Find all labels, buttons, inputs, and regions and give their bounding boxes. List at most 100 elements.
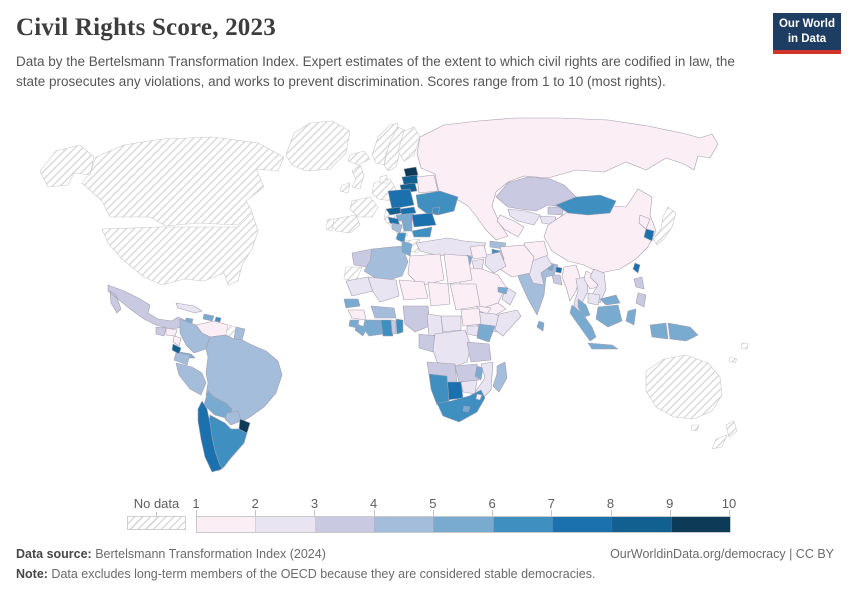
country-estonia[interactable] bbox=[403, 166, 419, 178]
country-nigeria[interactable] bbox=[402, 305, 431, 333]
country-portugal[interactable] bbox=[325, 218, 335, 232]
country-c-te-d-ivoire[interactable] bbox=[362, 319, 384, 337]
country-lesotho[interactable] bbox=[462, 405, 471, 413]
country-costa-rica[interactable] bbox=[171, 343, 182, 355]
country-taiwan[interactable] bbox=[632, 262, 641, 274]
country-niger[interactable] bbox=[398, 279, 429, 301]
legend-no-data[interactable]: No data bbox=[127, 496, 186, 530]
owid-logo[interactable]: Our World in Data bbox=[773, 13, 841, 54]
country-bulgaria[interactable] bbox=[411, 226, 433, 238]
legend-bin-6-7[interactable] bbox=[493, 517, 553, 532]
country-ireland[interactable] bbox=[339, 182, 351, 194]
country-trinidad-and-tobago[interactable] bbox=[214, 316, 222, 323]
country-dominican-republic[interactable] bbox=[202, 313, 215, 322]
country-brazil[interactable] bbox=[205, 334, 283, 424]
country-serbia[interactable] bbox=[401, 220, 413, 232]
footer-link[interactable]: OurWorldinData.org/democracy | CC BY bbox=[610, 547, 834, 561]
country-eswatini[interactable] bbox=[475, 393, 483, 401]
country-nicaragua[interactable] bbox=[172, 335, 182, 347]
country-namibia[interactable] bbox=[428, 373, 450, 406]
legend-bin-9-10[interactable] bbox=[671, 517, 730, 532]
country-bangladesh[interactable] bbox=[551, 274, 563, 286]
country-malawi[interactable] bbox=[474, 365, 484, 381]
legend-bin-5-6[interactable] bbox=[434, 517, 494, 532]
country-cambodia[interactable] bbox=[587, 292, 601, 306]
country-egypt[interactable] bbox=[443, 253, 473, 285]
legend-bin-1-2[interactable] bbox=[197, 517, 257, 532]
country-central-african-republic[interactable] bbox=[440, 315, 462, 333]
country-myanmar[interactable] bbox=[561, 264, 581, 302]
legend-no-data-swatch[interactable] bbox=[127, 516, 186, 530]
country-iraq[interactable] bbox=[484, 251, 507, 274]
country-paraguay[interactable] bbox=[224, 410, 242, 426]
country-sri-lanka[interactable] bbox=[536, 320, 545, 332]
country-peru[interactable] bbox=[175, 362, 207, 396]
country-indonesia[interactable] bbox=[569, 304, 669, 350]
country-mongolia[interactable] bbox=[555, 194, 617, 216]
country-united-arab-emirates[interactable] bbox=[497, 286, 509, 295]
country-south-africa[interactable] bbox=[436, 389, 486, 423]
country-jordan[interactable] bbox=[471, 258, 485, 270]
country-iceland[interactable] bbox=[347, 150, 371, 166]
country-russia[interactable] bbox=[416, 117, 719, 241]
country-greenland[interactable] bbox=[285, 120, 351, 172]
country-chad[interactable] bbox=[427, 281, 451, 307]
country-guatemala[interactable] bbox=[155, 326, 167, 337]
country-moldova[interactable] bbox=[431, 206, 441, 216]
country-spain[interactable] bbox=[329, 214, 361, 234]
country-zambia[interactable] bbox=[454, 363, 480, 383]
country-hungary[interactable] bbox=[395, 212, 415, 222]
country-ecuador[interactable] bbox=[173, 352, 191, 366]
country-burkina-faso[interactable] bbox=[370, 305, 397, 319]
country-somalia[interactable] bbox=[494, 309, 522, 337]
country-philippines[interactable] bbox=[633, 276, 647, 308]
country-bosnia-and-herzegovina[interactable] bbox=[391, 222, 403, 234]
country-honduras[interactable] bbox=[165, 327, 178, 337]
country-papua-new-guinea[interactable] bbox=[667, 322, 699, 342]
legend-bin-7-8[interactable] bbox=[552, 517, 613, 532]
country-south-sudan[interactable] bbox=[460, 307, 482, 327]
country-turkmenistan[interactable] bbox=[496, 214, 525, 238]
country-syria[interactable] bbox=[469, 244, 488, 260]
legend-bin-4-5[interactable] bbox=[374, 517, 435, 532]
country-new-caledonia[interactable] bbox=[728, 356, 738, 364]
country-democratic-republic-of-congo[interactable] bbox=[432, 329, 472, 369]
country-kenya[interactable] bbox=[476, 323, 496, 343]
legend-bin-3-4[interactable] bbox=[315, 517, 375, 532]
country-malaysia[interactable] bbox=[577, 294, 621, 318]
country-denmark[interactable] bbox=[379, 174, 388, 184]
country-belarus[interactable] bbox=[416, 174, 439, 194]
country-senegal[interactable] bbox=[343, 298, 361, 309]
country-bhutan[interactable] bbox=[555, 266, 563, 274]
country-uzbekistan[interactable] bbox=[507, 208, 541, 226]
country-romania[interactable] bbox=[411, 212, 437, 228]
country-finland[interactable] bbox=[397, 126, 421, 162]
country-france[interactable] bbox=[349, 196, 379, 218]
country-south-korea[interactable] bbox=[643, 228, 655, 242]
country-congo[interactable] bbox=[418, 333, 436, 353]
country-fiji[interactable] bbox=[740, 342, 749, 350]
country-sudan[interactable] bbox=[449, 283, 481, 311]
country-mexico[interactable] bbox=[107, 284, 187, 330]
country-ukraine[interactable] bbox=[415, 190, 459, 216]
country-cuba[interactable] bbox=[175, 302, 203, 314]
legend-bin-8-9[interactable] bbox=[612, 517, 672, 532]
country-suriname[interactable] bbox=[233, 326, 246, 341]
country-guinea[interactable] bbox=[347, 309, 367, 321]
country-canada[interactable] bbox=[81, 136, 285, 227]
country-ghana[interactable] bbox=[380, 319, 394, 337]
country-benin[interactable] bbox=[395, 318, 404, 335]
country-chile[interactable] bbox=[197, 400, 223, 473]
country-new-zealand[interactable] bbox=[711, 420, 738, 450]
country-united-states[interactable] bbox=[39, 144, 259, 286]
country-poland[interactable] bbox=[387, 188, 415, 210]
country-japan[interactable] bbox=[652, 206, 677, 246]
country-united-kingdom[interactable] bbox=[351, 164, 365, 190]
country-cameroon[interactable] bbox=[426, 313, 444, 337]
country-uruguay[interactable] bbox=[238, 418, 251, 434]
country-zimbabwe[interactable] bbox=[460, 379, 478, 395]
legend-bin-2-3[interactable] bbox=[256, 517, 316, 532]
country-mali[interactable] bbox=[367, 276, 400, 303]
country-togo[interactable] bbox=[390, 319, 397, 335]
country-tanzania[interactable] bbox=[466, 341, 492, 363]
